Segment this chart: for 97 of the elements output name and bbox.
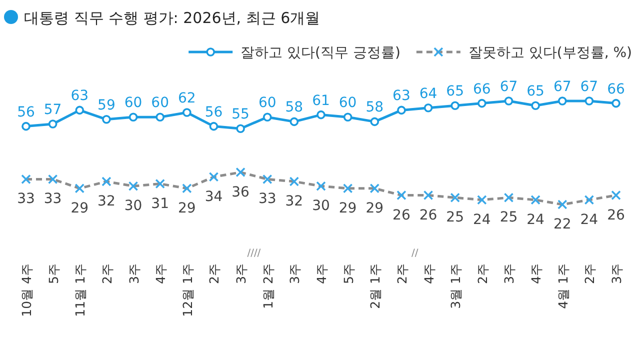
x-tick-label: 2월 1주 — [368, 263, 383, 309]
point — [424, 104, 433, 112]
x-tick-label: 3주 — [609, 263, 624, 284]
data-label: 29 — [338, 200, 357, 216]
point — [504, 96, 514, 106]
point — [22, 122, 30, 131]
point — [182, 108, 192, 117]
data-label: 67 — [553, 79, 572, 95]
point — [262, 112, 272, 122]
x-tick-label: 3주 — [502, 263, 517, 284]
data-label: 29 — [366, 200, 384, 216]
point — [612, 98, 620, 108]
data-label: 65 — [446, 84, 464, 100]
data-label: 29 — [178, 200, 196, 216]
point — [156, 112, 164, 122]
text: // — [411, 248, 419, 259]
data-label: 36 — [232, 184, 250, 200]
data-label: 24 — [472, 212, 491, 228]
x-tick-label: 3주 — [234, 263, 249, 284]
data-label: 31 — [151, 196, 170, 212]
point — [531, 101, 540, 110]
data-label: 32 — [98, 194, 116, 210]
data-label: 63 — [70, 88, 89, 104]
chart-title: 대통령 직무 수행 평가: 2026년, 최근 6개월 — [24, 9, 320, 27]
point — [397, 106, 406, 115]
point — [343, 112, 352, 122]
x-tick-label: 4주 — [153, 263, 168, 284]
data-label: 59 — [98, 97, 116, 114]
data-label: 65 — [526, 84, 544, 100]
data-label: 62 — [178, 90, 196, 106]
data-label: 26 — [607, 207, 625, 224]
data-label: 67 — [500, 79, 518, 95]
point — [102, 115, 111, 124]
data-label: 29 — [70, 200, 89, 216]
data-label: 33 — [258, 191, 276, 208]
point — [370, 117, 380, 126]
x-tick-label: 5주 — [46, 263, 61, 284]
text: //// — [247, 248, 262, 259]
x-tick-label: 3주 — [287, 263, 302, 284]
x-tick-label: 2주 — [582, 263, 598, 284]
point — [558, 96, 567, 106]
data-label: 63 — [392, 88, 410, 104]
data-label: 57 — [44, 102, 62, 118]
legend-label: 잘못하고 있다(부정률, %) — [468, 45, 632, 61]
data-label: 66 — [607, 81, 625, 98]
data-label: 22 — [553, 216, 572, 232]
x-tick-label: 2주 — [99, 263, 114, 284]
data-label: 56 — [17, 104, 35, 120]
x-tick-label: 4주 — [421, 263, 436, 284]
x-tick-label: 11월 1주 — [72, 263, 88, 317]
data-label: 25 — [500, 210, 518, 226]
data-label: 67 — [580, 79, 598, 95]
x-tick-label: 1월 2주 — [260, 263, 276, 309]
data-label: 58 — [366, 100, 384, 116]
point — [209, 122, 218, 131]
point — [236, 124, 245, 133]
data-label: 32 — [285, 194, 304, 210]
point — [584, 96, 594, 106]
x-tick-label: 3주 — [126, 263, 142, 284]
data-label: 60 — [338, 95, 357, 112]
x-tick-label: 2주 — [474, 263, 490, 284]
data-label: 33 — [17, 191, 35, 208]
point — [48, 120, 58, 128]
data-label: 30 — [124, 198, 142, 214]
legend-label: 잘하고 있다(직무 긍정률) — [240, 45, 400, 61]
x-tick-label: 4주 — [314, 263, 329, 284]
point — [478, 98, 486, 108]
data-label: 24 — [526, 212, 545, 228]
x-tick-label: 2주 — [394, 263, 410, 284]
data-label: 60 — [151, 95, 170, 112]
x-tick-label: 5주 — [340, 263, 356, 284]
point — [316, 110, 326, 120]
x-tick-label: 3월 1주 — [448, 263, 464, 309]
data-label: 61 — [312, 92, 330, 109]
point — [128, 112, 138, 122]
data-label: 66 — [472, 81, 491, 98]
data-label: 34 — [204, 188, 223, 205]
data-label: 60 — [258, 95, 276, 112]
data-label: 64 — [419, 86, 438, 102]
data-label: 55 — [232, 106, 250, 123]
x-tick-label: 12월 1주 — [180, 263, 195, 317]
data-label: 26 — [419, 207, 438, 224]
point — [290, 117, 299, 126]
x-tick-label: 10월 4주 — [19, 263, 34, 317]
x-tick-label: 2주 — [206, 263, 222, 284]
data-label: 58 — [285, 100, 304, 116]
data-label: 56 — [204, 104, 223, 120]
x-tick-label: 4주 — [528, 263, 544, 284]
point — [450, 101, 460, 110]
data-label: 24 — [580, 212, 598, 228]
data-label: 60 — [124, 95, 142, 112]
x-tick-label: 4월 1주 — [555, 263, 570, 309]
data-label: 33 — [44, 191, 62, 208]
data-label: 30 — [312, 198, 330, 214]
data-label: 25 — [446, 210, 464, 226]
point — [75, 106, 84, 115]
data-label: 26 — [392, 207, 410, 224]
